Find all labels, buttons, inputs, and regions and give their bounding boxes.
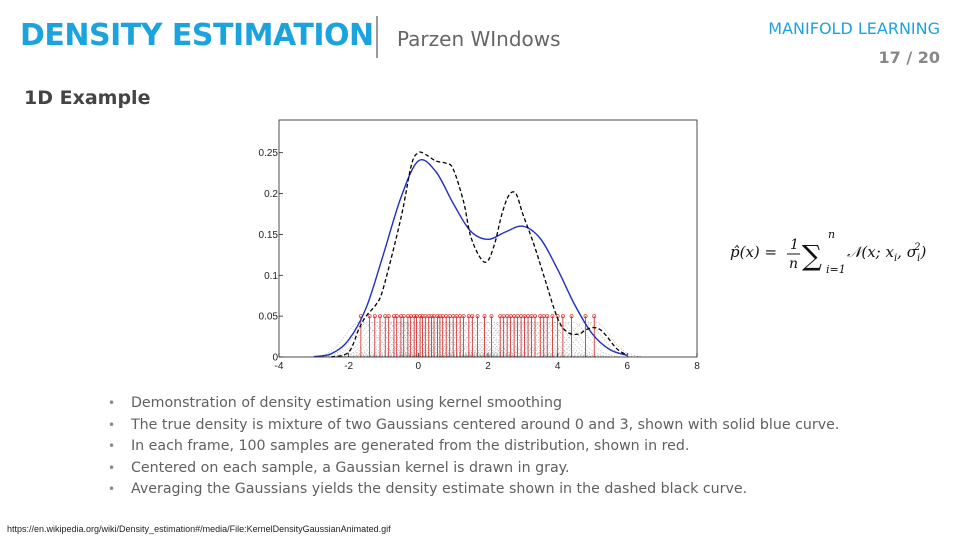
sample-marker [569,314,574,319]
course-name: MANIFOLD LEARNING [768,19,940,38]
sample-marker [412,314,417,319]
x-tick-label: 0 [416,361,422,372]
x-tick-label: 6 [625,361,631,372]
sample-marker [429,314,434,319]
sample-marker [533,314,537,319]
x-tick-label: 2 [485,361,491,372]
sample-marker [461,314,466,319]
sample-marker [560,314,565,319]
bullet-item: • Demonstration of density estimation usi… [108,393,839,415]
y-tick-label: 0.1 [264,271,278,282]
x-tick-label: 8 [694,361,700,372]
y-tick-label: 0.2 [264,189,278,200]
slide-title: DENSITY ESTIMATION [20,18,374,53]
sample-marker [372,314,377,319]
section-title: 1D Example [24,87,151,109]
page-current: 17 [878,48,901,67]
bullet-dot: • [108,482,116,496]
formula-frac-den: n [789,256,798,272]
x-tick-label: -4 [275,361,284,372]
formula-lhs: p̂(x) = [730,243,777,261]
sample-marker [378,314,382,319]
formula-term: 𝒩(x; xi, σi2) [847,242,927,264]
axis-ticks: -4 -2 0 2 4 6 8 0 0.05 0.1 0.15 0.2 0.25 [259,148,701,372]
sample-marker [426,314,431,319]
formula-term-sep: , σ [897,243,918,261]
sample-marker [437,314,442,319]
formula-term-main: 𝒩(x; x [847,243,895,261]
y-tick-label: 0.25 [259,148,279,159]
true-density-curve [313,159,628,358]
sample-marker [394,314,399,319]
x-tick-label: 4 [555,361,561,372]
sample-marker [405,314,410,319]
plot-frame [278,119,698,358]
page-separator: / [900,48,918,67]
density-curves [313,151,628,358]
sample-marker [545,314,550,319]
estimate-curve [331,151,628,358]
bullet-dot: • [108,396,116,410]
formula-term-sup2: 2 [913,242,920,253]
bullet-item: • In each frame, 100 samples are generate… [108,436,839,458]
sample-marker [418,314,423,319]
bullet-text: The true density is mixture of two Gauss… [131,416,840,433]
bullet-dot: • [108,439,116,453]
bullet-item: • Averaging the Gaussians yields the dens… [108,479,839,501]
density-chart: -4 -2 0 2 4 6 8 0 0.05 0.1 0.15 0.2 0.25 [259,119,701,372]
sample-marker [391,314,396,319]
sample-marker [592,314,597,319]
sample-marker [386,314,391,319]
formula-sum-sign: ∑ [802,239,822,272]
sample-stems [358,314,597,357]
sample-marker [367,314,372,319]
formula-frac-num: 1 [790,237,799,253]
sample-marker [489,314,494,319]
bullet-item: • Centered on each sample, a Gaussian ker… [108,458,839,480]
sample-marker [475,314,480,319]
sample-marker [398,314,403,319]
x-tick-label: -2 [344,361,353,372]
sample-marker [401,314,406,319]
formula-sum-lower: i=1 [826,263,846,276]
formula-term-sub2: i [917,253,920,264]
parzen-formula: p̂(x) = 1 n ∑ n i=1 𝒩(x; xi, σi2) [730,225,945,289]
bullet-text: Centered on each sample, a Gaussian kern… [131,459,570,476]
y-tick-label: 0.05 [259,312,279,323]
formula-term-sub: i [894,253,897,264]
y-tick-label: 0.15 [259,230,279,241]
bullet-text: In each frame, 100 samples are generated… [131,438,690,454]
sample-marker [550,314,555,319]
sample-marker [420,314,425,319]
page-total: 20 [917,48,940,67]
bullet-dot: • [108,460,116,475]
bullet-text: Demonstration of density estimation usin… [131,395,562,411]
slide-subtitle: Parzen WIndows [397,27,561,51]
sample-marker [482,314,487,319]
source-link[interactable]: https://en.wikipedia.org/wiki/Density_es… [7,524,391,534]
sample-marker [435,314,440,319]
formula-render: p̂(x) = 1 n ∑ n i=1 𝒩(x; xi, σi2) [730,228,927,276]
formula-term-close: ) [920,243,927,261]
sample-marker [470,314,475,319]
title-divider [376,16,378,58]
sample-marker [583,314,588,319]
page-number: 17 / 20 [878,48,940,67]
formula-sum-upper: n [828,228,835,241]
bullet-text: Averaging the Gaussians yields the densi… [131,481,748,497]
bullet-item: • The true density is mixture of two Gaus… [108,415,839,437]
bullet-list: • Demonstration of density estimation usi… [108,393,839,501]
y-tick-label: 0 [272,353,278,364]
bullet-dot: • [108,417,116,432]
